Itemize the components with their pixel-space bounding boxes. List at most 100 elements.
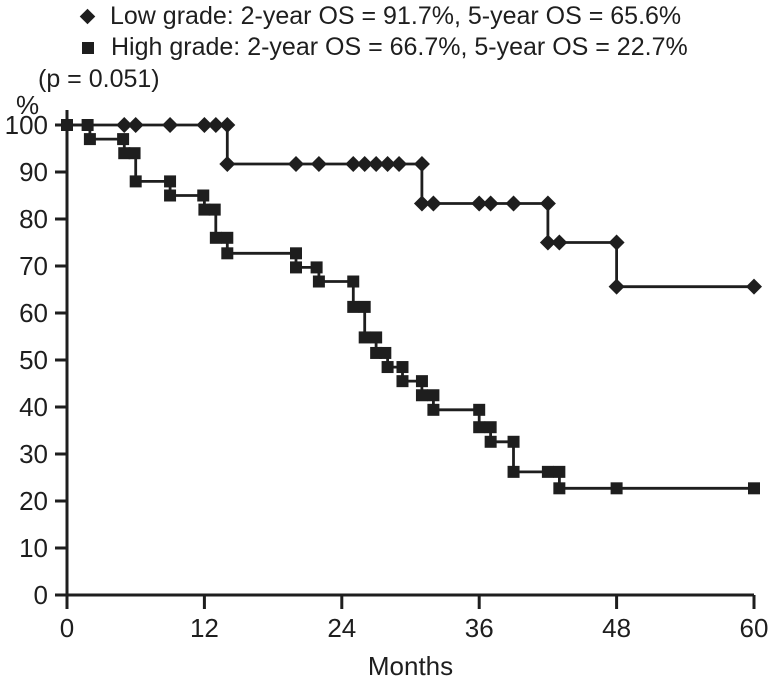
low-grade-marker-diamond	[746, 278, 762, 295]
low-grade-marker-diamond	[608, 278, 625, 295]
high-grade-curve	[61, 119, 760, 495]
diamond-icon	[79, 8, 96, 25]
high-grade-marker-square	[610, 482, 623, 495]
low-grade-marker-diamond	[162, 117, 179, 133]
high-grade-marker-square	[473, 403, 486, 416]
low-grade-marker-diamond	[127, 117, 144, 133]
high-grade-marker-square	[427, 403, 440, 416]
low-grade-marker-diamond	[413, 195, 430, 212]
square-icon	[82, 41, 94, 54]
low-grade-marker-diamond	[551, 234, 568, 251]
low-grade-marker-diamond	[539, 234, 556, 251]
legend-item-low-grade: Low grade: 2-year OS = 91.7%, 5-year OS …	[38, 1, 688, 32]
low-grade-marker-diamond	[345, 156, 362, 173]
low-grade-marker-diamond	[379, 156, 396, 173]
high-grade-marker-square	[129, 175, 142, 188]
high-grade-marker-square	[427, 389, 440, 402]
p-value-label: (p = 0.051)	[38, 65, 160, 93]
y-tick-label: 60	[19, 298, 48, 328]
high-grade-marker-square	[310, 261, 323, 274]
y-tick-label: 30	[19, 439, 48, 469]
y-tick-label: 10	[19, 533, 48, 563]
y-tick-label: 80	[19, 204, 48, 234]
chart-legend: Low grade: 2-year OS = 91.7%, 5-year OS …	[38, 1, 688, 95]
legend-label-high-grade: High grade: 2-year OS = 66.7%, 5-year OS…	[111, 33, 688, 61]
high-grade-marker-square	[473, 421, 486, 434]
low-grade-marker-diamond	[425, 195, 442, 212]
high-grade-marker-square	[208, 203, 221, 216]
low-grade-curve	[67, 117, 762, 295]
high-grade-marker-square	[358, 331, 371, 344]
y-tick-label: 50	[19, 345, 48, 375]
x-tick-label: 12	[190, 613, 219, 643]
high-grade-marker-square	[83, 133, 96, 146]
low-grade-marker-diamond	[391, 156, 408, 173]
x-axis-title: Months	[368, 651, 453, 681]
high-grade-marker-square	[81, 119, 94, 131]
high-grade-marker-square	[379, 346, 392, 359]
high-grade-marker-square	[553, 482, 566, 495]
high-grade-marker-square	[415, 389, 428, 402]
legend-label-low-grade: Low grade: 2-year OS = 91.7%, 5-year OS …	[110, 2, 682, 30]
low-grade-marker-diamond	[219, 117, 236, 133]
low-grade-step-line	[67, 123, 754, 289]
x-tick-label: 0	[60, 613, 74, 643]
x-tick-label: 48	[602, 613, 631, 643]
y-axis: 0 10 20 30 40 50 60 70 80 90 100%	[5, 90, 67, 610]
y-axis-title: %	[16, 90, 39, 120]
high-grade-marker-square	[507, 435, 520, 448]
y-tick-label: 90	[19, 157, 48, 187]
high-grade-marker-square	[541, 465, 554, 478]
high-grade-marker-square	[164, 175, 177, 188]
low-grade-marker-diamond	[116, 117, 133, 133]
high-grade-marker-square	[118, 147, 131, 160]
high-grade-marker-square	[381, 361, 394, 374]
y-tick-label: 0	[34, 580, 48, 610]
high-grade-marker-square	[61, 119, 73, 131]
high-grade-marker-square	[415, 375, 428, 388]
high-grade-marker-square	[396, 361, 409, 374]
high-grade-marker-square	[396, 375, 409, 388]
low-grade-marker-diamond	[471, 195, 488, 212]
high-grade-marker-square	[347, 275, 360, 288]
low-grade-marker-diamond	[288, 156, 304, 173]
low-grade-marker-diamond	[482, 195, 499, 212]
high-grade-marker-square	[290, 247, 302, 260]
high-grade-marker-square	[484, 435, 497, 448]
y-tick-label: 20	[19, 486, 48, 516]
high-grade-marker-square	[748, 482, 760, 495]
high-grade-marker-square	[117, 133, 130, 146]
high-grade-marker-square	[164, 189, 177, 202]
axes	[65, 110, 754, 597]
low-grade-marker-diamond	[413, 156, 430, 173]
high-grade-marker-square	[197, 189, 210, 202]
high-grade-marker-square	[553, 465, 566, 478]
high-grade-marker-square	[198, 203, 211, 216]
high-grade-marker-square	[209, 231, 222, 244]
x-tick-label: 60	[740, 613, 769, 643]
x-axis: 0 12 24 36 48 60 Months	[60, 595, 769, 681]
y-tick-label: 70	[19, 251, 48, 281]
high-grade-marker-square	[370, 331, 383, 344]
high-grade-marker-square	[347, 300, 360, 313]
x-tick-label: 24	[327, 613, 356, 643]
high-grade-marker-square	[507, 465, 520, 478]
x-tick-label: 36	[465, 613, 494, 643]
low-grade-marker-diamond	[608, 234, 625, 251]
high-grade-marker-square	[290, 261, 302, 274]
low-grade-marker-diamond	[219, 156, 236, 173]
high-grade-marker-square	[221, 231, 234, 244]
high-grade-marker-square	[221, 247, 234, 260]
low-grade-marker-diamond	[196, 117, 213, 133]
low-grade-marker-diamond	[505, 195, 522, 212]
low-grade-marker-diamond	[207, 117, 224, 133]
high-grade-marker-square	[358, 300, 371, 313]
legend-item-high-grade: High grade: 2-year OS = 66.7%, 5-year OS…	[38, 32, 688, 63]
high-grade-marker-square	[312, 275, 325, 288]
high-grade-marker-square	[128, 147, 141, 160]
low-grade-marker-diamond	[310, 156, 327, 173]
high-grade-marker-square	[370, 346, 383, 359]
low-grade-marker-diamond	[539, 195, 556, 212]
